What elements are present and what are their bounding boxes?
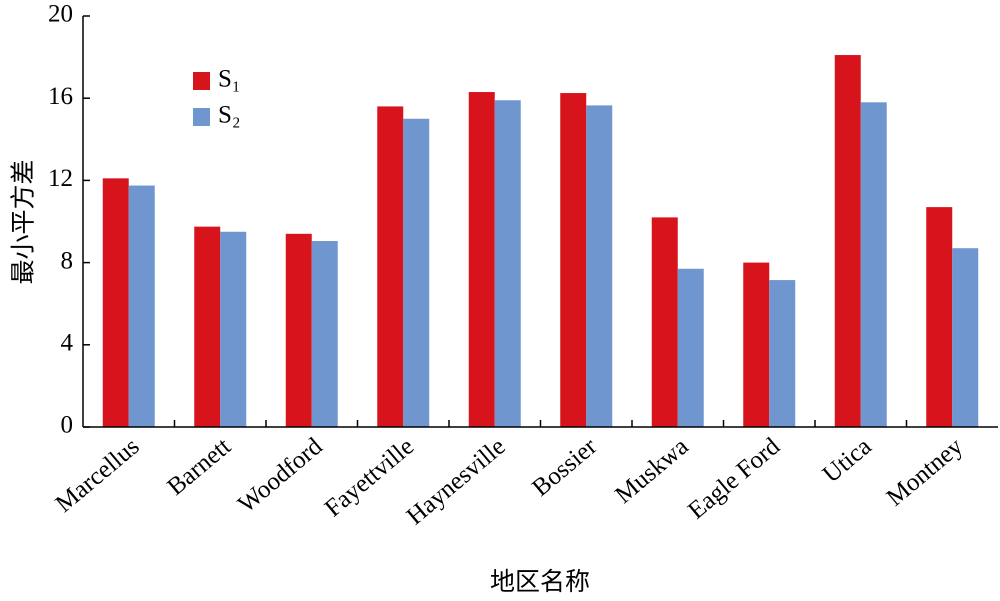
y-tick-label: 8: [61, 247, 74, 274]
bar: [285, 233, 312, 427]
bar: [194, 226, 221, 427]
bar: [952, 248, 979, 427]
bar: [677, 268, 704, 427]
bar: [834, 55, 861, 428]
y-axis-label: 最小平方差: [10, 159, 38, 284]
bar: [311, 241, 338, 427]
bar: [494, 100, 521, 427]
x-tick-label: Bossier: [527, 432, 602, 501]
legend-label: S₂: [218, 102, 241, 129]
bar: [926, 207, 953, 427]
bar: [743, 262, 770, 427]
bar: [769, 280, 796, 427]
y-tick-label: 16: [48, 83, 73, 110]
x-tick-label: Woodford: [233, 433, 328, 519]
bar: [586, 105, 613, 427]
bar: [102, 178, 129, 427]
x-tick-label: Montney: [882, 433, 969, 512]
bar: [468, 92, 495, 427]
bar: [377, 106, 404, 428]
x-tick-label: Eagle Ford: [683, 433, 785, 525]
legend-swatch: [193, 108, 210, 126]
bar: [128, 185, 155, 427]
x-tick-label: Utica: [818, 433, 877, 488]
x-tick-label: Haynesville: [402, 433, 511, 530]
bar: [220, 231, 247, 427]
x-tick-label: Marcellus: [51, 433, 145, 518]
y-tick-label: 4: [61, 330, 74, 357]
bar: [651, 217, 678, 427]
x-axis-label: 地区名称: [490, 568, 590, 596]
bar: [403, 118, 430, 427]
y-tick-label: 12: [48, 165, 73, 192]
x-tick-label: Muskwa: [610, 433, 693, 509]
bar: [860, 102, 887, 427]
legend-swatch: [193, 72, 210, 90]
y-tick-label: 20: [48, 1, 73, 28]
x-tick-label: Barnett: [162, 433, 236, 501]
bar: [560, 93, 587, 427]
legend-label: S₁: [218, 66, 241, 93]
y-tick-label: 0: [61, 412, 74, 439]
